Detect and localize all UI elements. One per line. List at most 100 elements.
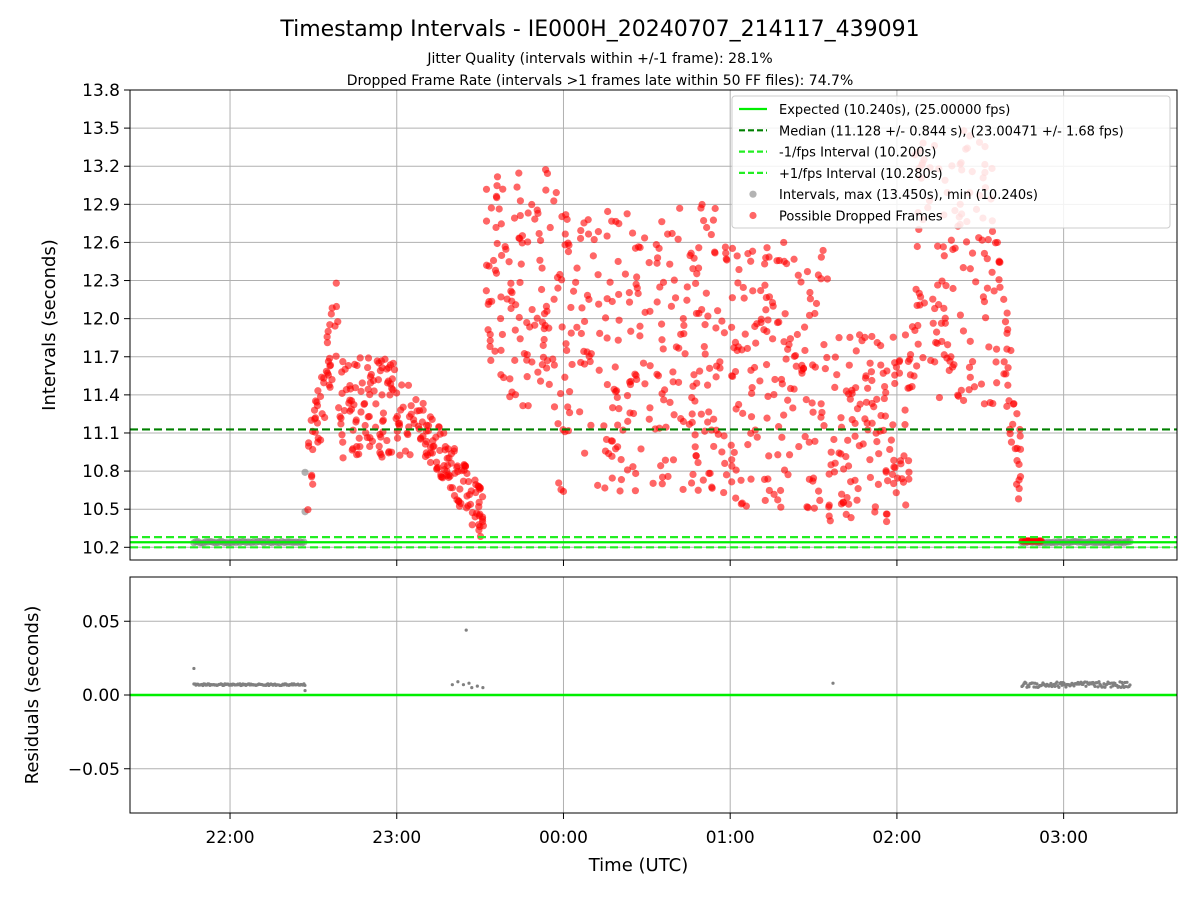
dropped-frame-point bbox=[932, 338, 940, 347]
dropped-frame-point bbox=[495, 205, 503, 213]
dropped-frame-point bbox=[768, 298, 777, 307]
dropped-frame-point bbox=[397, 406, 405, 414]
dropped-frame-point bbox=[877, 361, 885, 369]
dropped-frame-point bbox=[881, 382, 889, 391]
dropped-frame-point bbox=[674, 235, 682, 243]
dropped-frame-point bbox=[681, 350, 689, 358]
dropped-frame-point bbox=[738, 499, 746, 507]
residuals-panel: −0.05 0.00 0.05 Residuals (seconds) 22:00 23:… bbox=[22, 576, 1178, 876]
dropped-frame-point bbox=[790, 385, 798, 393]
dropped-frame-point bbox=[1003, 402, 1011, 410]
dropped-frame-point bbox=[844, 436, 852, 444]
dropped-frame-point bbox=[309, 445, 317, 454]
dropped-frame-point bbox=[632, 280, 640, 288]
dropped-frame-point bbox=[669, 378, 677, 386]
dropped-frame-point bbox=[934, 242, 942, 250]
dropped-frame-point bbox=[320, 379, 328, 387]
dropped-frame-point bbox=[658, 336, 666, 344]
dropped-frame-point bbox=[778, 433, 786, 441]
dropped-frame-point bbox=[773, 318, 782, 327]
x-tick-label: 02:00 bbox=[872, 828, 921, 848]
dropped-frame-point bbox=[830, 435, 838, 444]
dropped-frame-point bbox=[679, 417, 688, 426]
dropped-frame-point bbox=[541, 321, 549, 330]
dropped-frame-point bbox=[703, 223, 711, 232]
intervals-ytick-label: 13.2 bbox=[82, 157, 120, 177]
legend-entry-label: Possible Dropped Frames bbox=[779, 210, 943, 225]
dropped-frame-point bbox=[1004, 325, 1012, 334]
dropped-frame-point bbox=[603, 232, 611, 240]
dropped-frame-point bbox=[831, 383, 839, 391]
residuals-ytick-label: −0.05 bbox=[68, 760, 120, 780]
dropped-frame-point bbox=[485, 298, 493, 306]
dropped-frame-point bbox=[617, 476, 626, 484]
dropped-frame-point bbox=[743, 344, 751, 353]
dropped-frame-point bbox=[801, 433, 809, 441]
dropped-frame-point bbox=[701, 321, 709, 329]
dropped-frame-point bbox=[465, 490, 474, 499]
dropped-frame-point bbox=[418, 418, 426, 426]
dropped-frame-point bbox=[614, 336, 622, 344]
dropped-frame-point bbox=[519, 402, 527, 410]
dropped-frame-point bbox=[511, 356, 519, 364]
dropped-frame-point bbox=[539, 341, 547, 350]
residual-point bbox=[1057, 685, 1061, 689]
dropped-frame-point bbox=[651, 425, 659, 433]
dropped-frame-point bbox=[338, 368, 346, 376]
dropped-frame-point bbox=[332, 279, 340, 287]
dropped-frame-point bbox=[552, 189, 560, 197]
residual-point bbox=[461, 683, 466, 687]
dropped-frame-point bbox=[988, 268, 996, 276]
dropped-frame-point bbox=[658, 218, 666, 226]
dropped-frame-point bbox=[823, 353, 831, 362]
dropped-frame-point bbox=[757, 286, 765, 295]
intervals-plot-frame bbox=[129, 89, 1178, 561]
dropped-frame-point bbox=[770, 490, 778, 498]
dropped-frame-point bbox=[985, 343, 993, 351]
dropped-frame-point bbox=[817, 253, 825, 261]
dropped-frame-point bbox=[799, 364, 808, 373]
dropped-frame-point bbox=[542, 186, 550, 194]
dropped-frame-point bbox=[581, 449, 589, 457]
dropped-frame-point bbox=[482, 217, 491, 225]
dropped-frame-point bbox=[491, 347, 499, 355]
dropped-frame-point bbox=[394, 420, 402, 428]
dropped-frame-point bbox=[357, 408, 365, 416]
dropped-frame-point bbox=[929, 319, 937, 327]
residual-point bbox=[1128, 683, 1132, 687]
dropped-frame-point bbox=[658, 473, 667, 481]
dropped-frame-point bbox=[375, 442, 383, 450]
dropped-frame-point bbox=[805, 311, 814, 319]
dropped-frame-point bbox=[624, 417, 632, 425]
dropped-frame-point bbox=[366, 442, 374, 451]
dropped-frame-point bbox=[984, 236, 992, 244]
dropped-frame-point bbox=[478, 493, 487, 501]
dropped-frame-point bbox=[756, 377, 764, 385]
dropped-frame-point bbox=[531, 215, 539, 223]
dropped-frame-point bbox=[732, 466, 740, 474]
dropped-frame-point bbox=[664, 472, 672, 481]
dropped-frame-point bbox=[323, 339, 332, 347]
dropped-frame-point bbox=[890, 456, 898, 464]
dropped-frame-point bbox=[709, 216, 718, 224]
dropped-frame-point bbox=[360, 400, 368, 408]
dropped-frame-point bbox=[679, 485, 687, 494]
dropped-frame-point bbox=[877, 342, 885, 350]
dropped-frame-point bbox=[770, 391, 778, 399]
dropped-frame-point bbox=[669, 368, 677, 376]
dropped-frame-point bbox=[611, 363, 619, 371]
dropped-frame-point bbox=[881, 412, 889, 420]
dropped-frame-point bbox=[965, 386, 973, 394]
dropped-frame-point bbox=[497, 293, 505, 301]
dropped-frame-point bbox=[340, 407, 349, 415]
residual-point bbox=[1064, 685, 1068, 689]
dropped-frame-point bbox=[838, 490, 846, 498]
dropped-frame-point bbox=[739, 283, 747, 292]
dropped-frame-point bbox=[762, 254, 770, 262]
dropped-frame-point bbox=[775, 256, 783, 265]
dropped-frame-point bbox=[531, 321, 539, 329]
dropped-frame-point bbox=[456, 485, 464, 493]
intervals-ytick-label: 12.6 bbox=[82, 233, 120, 253]
dropped-frame-point bbox=[338, 431, 346, 439]
